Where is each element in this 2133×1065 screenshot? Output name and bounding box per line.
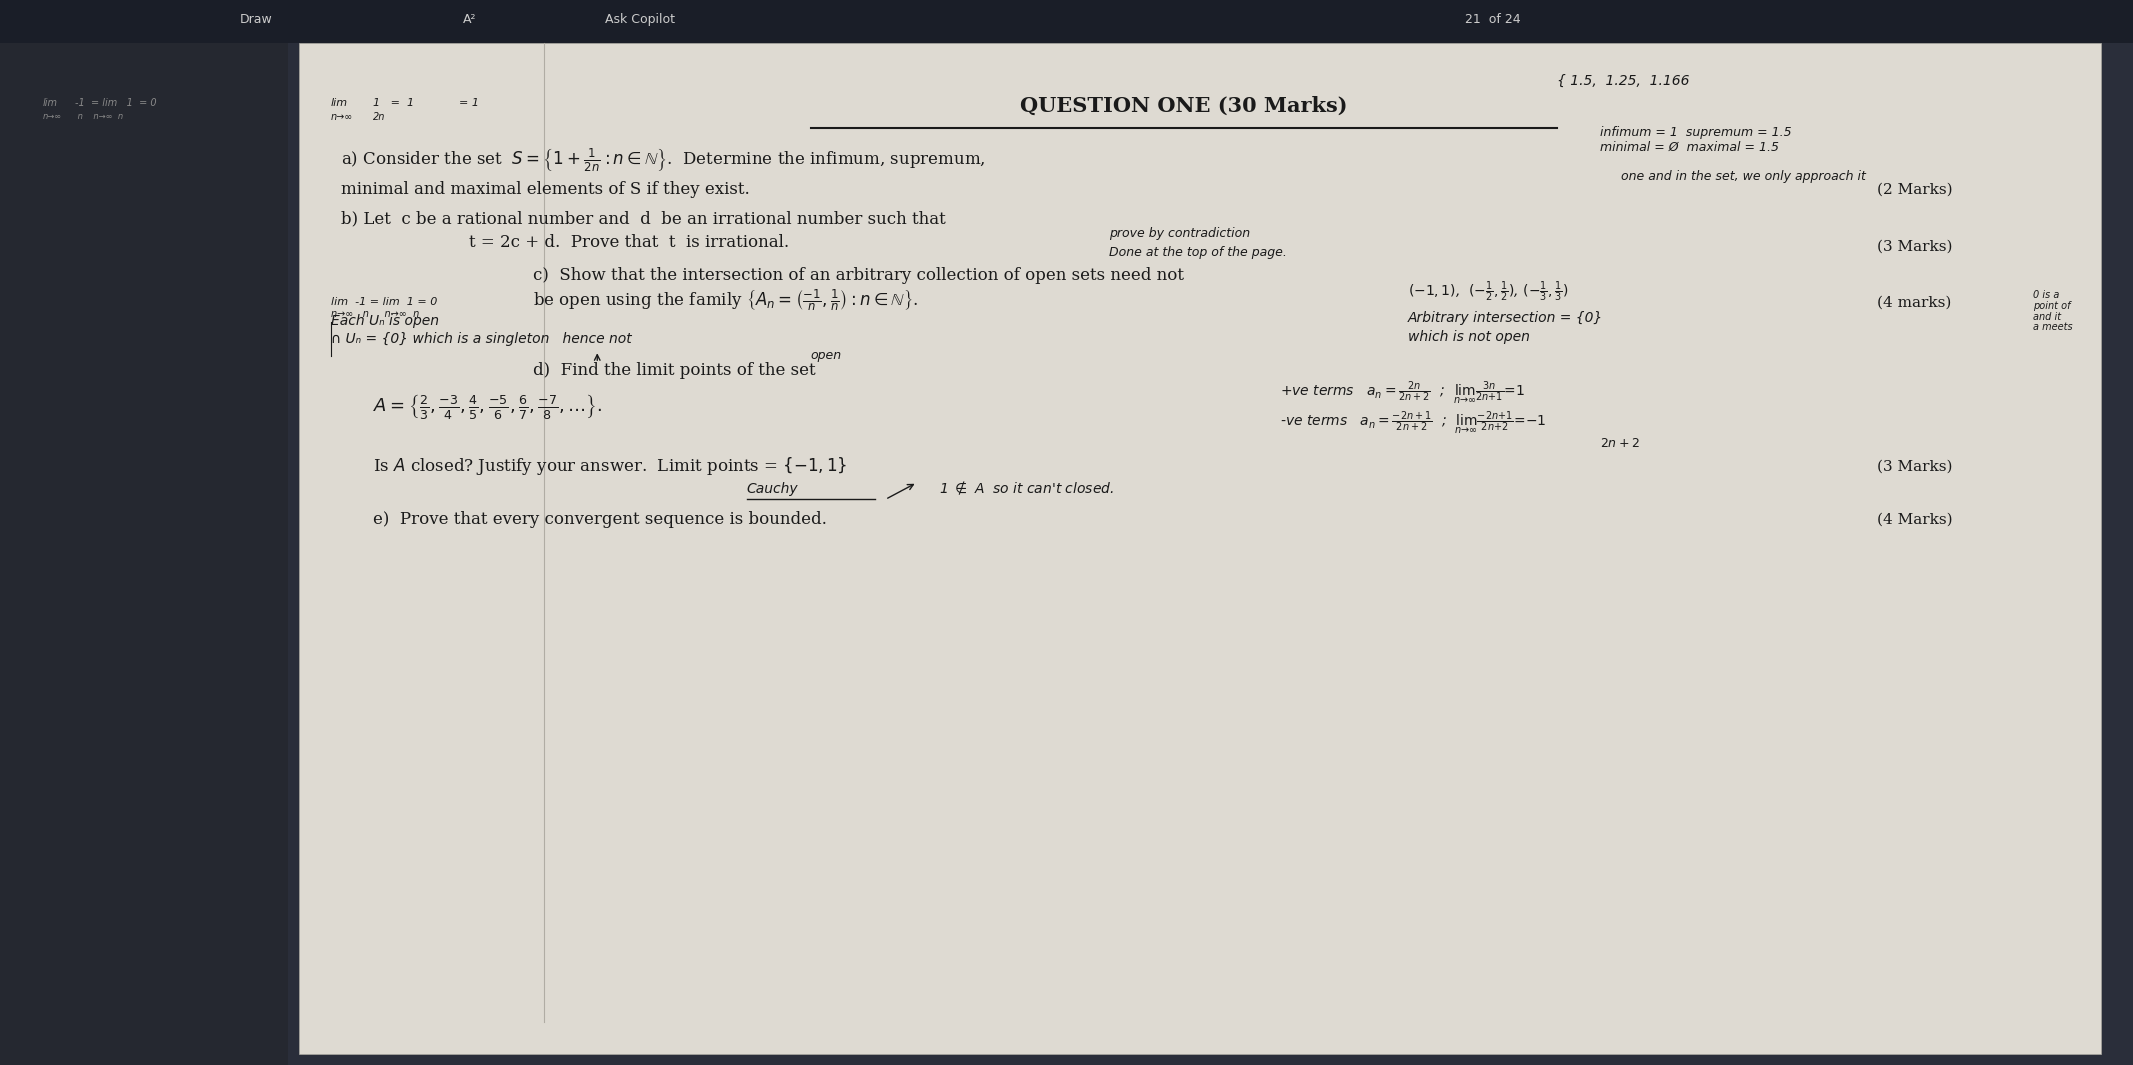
- Text: c)  Show that the intersection of an arbitrary collection of open sets need not: c) Show that the intersection of an arbi…: [533, 267, 1184, 284]
- Text: 21  of 24: 21 of 24: [1465, 14, 1521, 27]
- Text: prove by contradiction: prove by contradiction: [1109, 228, 1250, 241]
- Text: 1 $\notin$ A  so it can't closed.: 1 $\notin$ A so it can't closed.: [939, 479, 1113, 497]
- Text: be open using the family $\left\{ A_n = \left(\frac{-1}{n}, \frac{1}{n}\right) :: be open using the family $\left\{ A_n = …: [533, 289, 919, 313]
- Text: n    n→∞  n: n n→∞ n: [75, 112, 124, 121]
- Text: lim  -1 = lim  1 = 0: lim -1 = lim 1 = 0: [331, 296, 437, 307]
- Text: Draw: Draw: [239, 14, 273, 27]
- Text: (3 Marks): (3 Marks): [1877, 240, 1952, 253]
- Text: n→∞   n     n→∞  n: n→∞ n n→∞ n: [331, 309, 418, 320]
- Text: one and in the set, we only approach it: one and in the set, we only approach it: [1621, 170, 1866, 183]
- Text: 2n: 2n: [373, 112, 386, 122]
- Text: a meets: a meets: [2033, 322, 2073, 332]
- Text: +ve terms   $a_n = \frac{2n}{2n+2}$  ;  $\lim_{n\to\infty} \frac{3n}{2n+1} = 1$: +ve terms $a_n = \frac{2n}{2n+2}$ ; $\li…: [1280, 379, 1525, 408]
- Text: Ask Copilot: Ask Copilot: [606, 14, 674, 27]
- Text: 0 is a: 0 is a: [2033, 290, 2058, 300]
- Text: e)  Prove that every convergent sequence is bounded.: e) Prove that every convergent sequence …: [373, 511, 828, 528]
- Text: open: open: [811, 349, 843, 362]
- Text: point of: point of: [2033, 300, 2071, 311]
- Text: (4 Marks): (4 Marks): [1877, 513, 1952, 527]
- Bar: [0, 0, 2133, 43]
- Text: (3 Marks): (3 Marks): [1877, 460, 1952, 474]
- Text: QUESTION ONE (30 Marks): QUESTION ONE (30 Marks): [1020, 96, 1348, 116]
- Text: minimal and maximal elements of S if they exist.: minimal and maximal elements of S if the…: [341, 181, 751, 198]
- Text: lim: lim: [331, 98, 348, 109]
- Text: $(-1, 1)$,  $(-\frac{1}{2}, \frac{1}{2})$, $(-\frac{1}{3}, \frac{1}{3})$: $(-1, 1)$, $(-\frac{1}{2}, \frac{1}{2})$…: [1408, 279, 1568, 304]
- Text: = 1: = 1: [459, 98, 478, 109]
- Text: $2n+2$: $2n+2$: [1600, 438, 1640, 450]
- Text: a) Consider the set  $S = \left\{1 + \frac{1}{2n} : n \in \mathbb{N}\right\}$.  : a) Consider the set $S = \left\{1 + \fra…: [341, 147, 985, 174]
- Text: Each Uₙ is open: Each Uₙ is open: [331, 314, 439, 328]
- Text: (2 Marks): (2 Marks): [1877, 183, 1952, 197]
- Bar: [299, 43, 2101, 1054]
- Text: and it: and it: [2033, 311, 2060, 322]
- Text: -ve terms   $a_n = \frac{-2n+1}{2n+2}$  ;  $\lim_{n\to\infty} \frac{-2n+1}{2n+2}: -ve terms $a_n = \frac{-2n+1}{2n+2}$ ; $…: [1280, 409, 1546, 438]
- Text: { 1.5,  1.25,  1.166: { 1.5, 1.25, 1.166: [1557, 75, 1689, 88]
- Text: A²: A²: [463, 14, 476, 27]
- Text: (4 marks): (4 marks): [1877, 296, 1952, 310]
- Text: -1  = lim   1  = 0: -1 = lim 1 = 0: [75, 98, 156, 109]
- Text: d)  Find the limit points of the set: d) Find the limit points of the set: [533, 362, 817, 379]
- Text: b) Let  c be a rational number and  d  be an irrational number such that: b) Let c be a rational number and d be a…: [341, 211, 947, 228]
- Text: Is $A$ closed? Justify your answer.  Limit points = $\{-1, 1\}$: Is $A$ closed? Justify your answer. Limi…: [373, 455, 847, 477]
- Text: 1   =  1: 1 = 1: [373, 98, 414, 109]
- Text: t = 2c + d.  Prove that  t  is irrational.: t = 2c + d. Prove that t is irrational.: [469, 234, 789, 251]
- Text: Arbitrary intersection = {0}: Arbitrary intersection = {0}: [1408, 311, 1604, 325]
- Text: Cauchy: Cauchy: [747, 482, 798, 496]
- Bar: [0, 43, 288, 1065]
- Text: which is not open: which is not open: [1408, 330, 1529, 344]
- Text: ∩ Uₙ = {0} which is a singleton   hence not: ∩ Uₙ = {0} which is a singleton hence no…: [331, 332, 631, 346]
- Text: minimal = Ø  maximal = 1.5: minimal = Ø maximal = 1.5: [1600, 142, 1779, 154]
- Text: n→∞: n→∞: [331, 112, 352, 122]
- Text: n→∞: n→∞: [43, 112, 62, 121]
- Text: lim: lim: [43, 98, 58, 109]
- Text: infimum = 1  supremum = 1.5: infimum = 1 supremum = 1.5: [1600, 127, 1792, 140]
- Text: $A = \left\{\frac{2}{3}, \frac{-3}{4}, \frac{4}{5}, \frac{-5}{6}, \frac{6}{7}, \: $A = \left\{\frac{2}{3}, \frac{-3}{4}, \…: [373, 392, 604, 422]
- Text: Done at the top of the page.: Done at the top of the page.: [1109, 246, 1286, 259]
